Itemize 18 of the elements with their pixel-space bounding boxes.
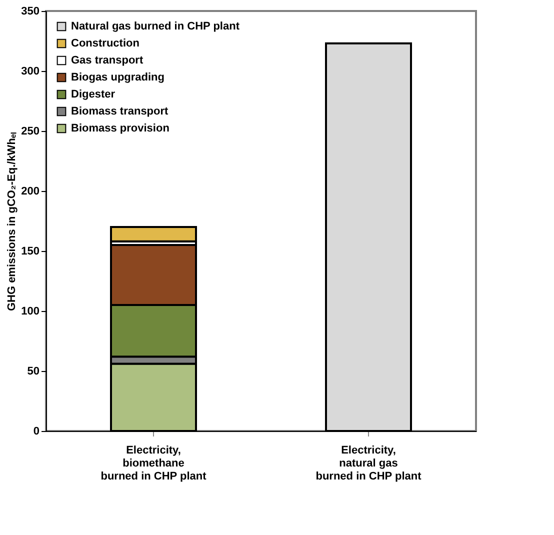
y-tick-label: 100 bbox=[21, 306, 40, 318]
y-tick-label: 300 bbox=[21, 66, 40, 78]
legend-label: Gas transport bbox=[71, 54, 144, 66]
legend-label: Digester bbox=[71, 88, 116, 100]
y-tick-label: 200 bbox=[21, 186, 40, 198]
legend-label: Biogas upgrading bbox=[71, 72, 164, 84]
legend-label: Biomass provision bbox=[71, 122, 170, 134]
legend-label: Construction bbox=[71, 38, 140, 50]
y-tick-label: 150 bbox=[21, 246, 40, 258]
legend-label: Natural gas burned in CHP plant bbox=[71, 20, 240, 32]
y-axis-title: GHG emissions in gCO₂-Eq./kWhₑₗ bbox=[6, 132, 18, 312]
y-tick-label: 50 bbox=[27, 366, 40, 378]
legend-label: Biomass transport bbox=[71, 106, 169, 118]
x-tick-label: Electricity, biomethane burned in CHP plant bbox=[100, 444, 207, 482]
y-tick-label: 250 bbox=[21, 126, 40, 138]
y-tick-label: 350 bbox=[21, 6, 40, 18]
x-tick-label: Electricity, natural gas burned in CHP plant bbox=[316, 444, 422, 482]
y-tick-label: 0 bbox=[33, 426, 40, 438]
